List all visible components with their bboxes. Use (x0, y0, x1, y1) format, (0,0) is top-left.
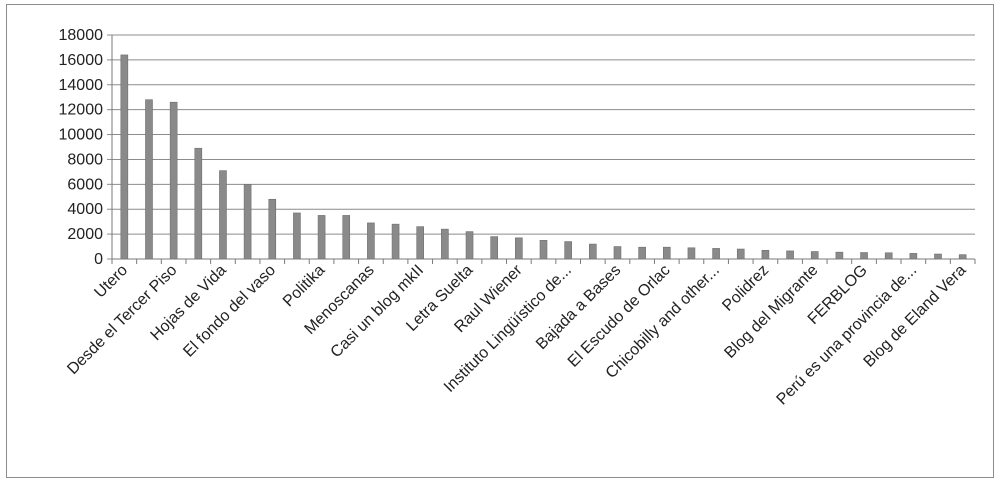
bar (810, 251, 819, 260)
bar (958, 254, 967, 260)
bar (835, 251, 844, 260)
y-tick-label: 8000 (67, 151, 103, 168)
bar (687, 247, 696, 260)
x-category-label: Casi un blog mkII (328, 262, 427, 361)
y-tick-label: 10000 (59, 127, 104, 144)
bar (465, 231, 474, 260)
bar (169, 101, 178, 260)
y-tick-label: 16000 (59, 52, 104, 69)
bar-chart: 0 2000 4000 6000 8000 10000 12000 14000 16000 180… (59, 27, 976, 408)
bar (662, 246, 671, 260)
chart-frame: 0 2000 4000 6000 8000 10000 12000 14000 16000 180… (6, 4, 994, 478)
bar (219, 170, 227, 260)
bar (416, 226, 425, 260)
y-tick-label: 12000 (59, 102, 104, 119)
bar (268, 198, 277, 260)
bar (613, 246, 622, 260)
y-tick-label: 14000 (59, 77, 104, 94)
bar (391, 223, 400, 260)
bar (243, 184, 252, 260)
bars (120, 54, 967, 260)
bar (564, 241, 572, 260)
bar (367, 222, 375, 260)
x-category-label: Blog del Migrante (721, 262, 821, 362)
bar (441, 228, 449, 260)
bar (934, 253, 942, 260)
bar (712, 248, 720, 260)
bar (589, 243, 597, 260)
x-category-label: Politika (280, 262, 329, 311)
bar (515, 237, 523, 260)
y-tick-label: 0 (94, 251, 103, 268)
bar (342, 215, 351, 260)
bar (120, 54, 129, 260)
bar (317, 215, 326, 260)
y-tick-labels: 0 2000 4000 6000 8000 10000 12000 14000 16000 180… (59, 27, 104, 268)
bar (539, 240, 548, 260)
bar (293, 212, 301, 260)
gridlines (107, 34, 975, 260)
x-category-label: El fondo del vaso (180, 262, 279, 361)
bar (884, 252, 893, 260)
y-tick-label: 6000 (67, 176, 103, 193)
bar (761, 249, 770, 260)
y-tick-label: 2000 (67, 226, 103, 243)
bar (194, 147, 203, 260)
bar (490, 236, 498, 260)
bar (145, 99, 153, 260)
bar (736, 248, 745, 260)
axes (111, 35, 976, 264)
bar (909, 253, 918, 260)
bar (860, 252, 868, 260)
bar (786, 250, 794, 260)
y-tick-label: 4000 (67, 201, 103, 218)
bar (638, 246, 646, 260)
y-tick-label: 18000 (59, 27, 104, 44)
x-category-label: Bajada a Bases (533, 262, 624, 353)
